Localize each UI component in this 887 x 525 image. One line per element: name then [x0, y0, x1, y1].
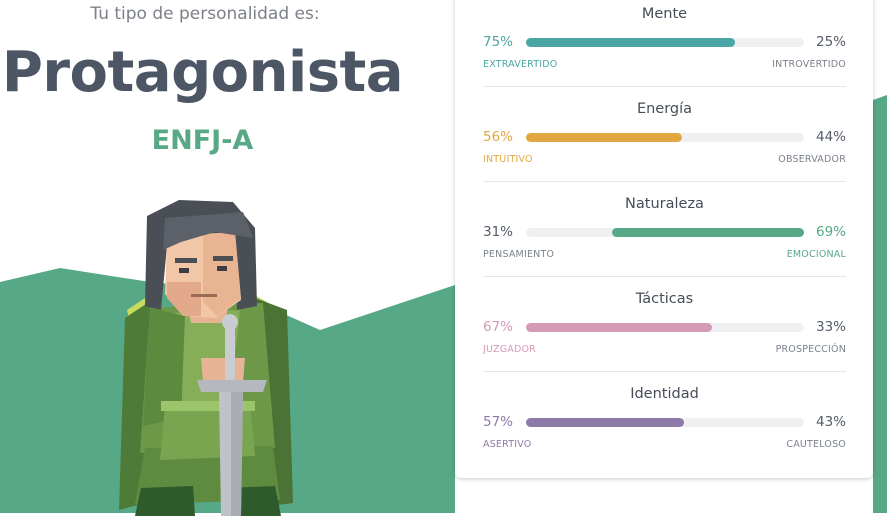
trait-right-label: PROSPECCIÓN	[775, 344, 846, 355]
trait-mente: Mente 75% 25% EXTRAVERTIDO INTROVERTIDO	[483, 0, 846, 87]
trait-title: Naturaleza	[625, 196, 704, 212]
trait-title: Energía	[636, 101, 693, 117]
trait-right-label: CAUTELOSO	[786, 439, 846, 450]
trait-right-label: INTROVERTIDO	[772, 59, 846, 70]
trait-progress-fill	[526, 38, 735, 47]
trait-left-label: JUZGADOR	[483, 344, 536, 355]
trait-progress-bar	[526, 133, 804, 142]
protagonist-avatar-illustration	[119, 200, 293, 516]
trait-progress-fill	[612, 228, 804, 237]
trait-divider	[483, 86, 846, 87]
personality-subtitle: Tu tipo de personalidad es:	[90, 4, 320, 24]
trait-left-percent: 56%	[483, 129, 514, 145]
trait-divider	[483, 371, 846, 372]
trait-left-percent: 31%	[483, 224, 514, 240]
trait-right-label: EMOCIONAL	[786, 249, 846, 260]
trait-title: Mente	[641, 6, 688, 22]
trait-left-percent: 57%	[483, 414, 514, 430]
trait-tacticas: Tácticas 67% 33% JUZGADOR PROSPECCIÓN	[483, 277, 846, 372]
trait-right-label: OBSERVADOR	[778, 154, 846, 165]
trait-right-percent: 69%	[815, 224, 846, 240]
trait-progress-bar	[526, 228, 804, 237]
trait-progress-fill	[526, 418, 685, 427]
trait-right-percent: 33%	[815, 319, 846, 335]
trait-progress-bar	[526, 38, 804, 47]
trait-right-percent: 44%	[815, 129, 846, 145]
trait-divider	[483, 181, 846, 182]
trait-identidad: Identidad 57% 43% ASERTIVO CAUTELOSO	[483, 372, 846, 467]
trait-left-label: EXTRAVERTIDO	[483, 59, 558, 70]
trait-right-percent: 25%	[815, 34, 846, 50]
trait-progress-bar	[526, 418, 804, 427]
trait-left-percent: 75%	[483, 34, 514, 50]
trait-naturaleza: Naturaleza 31% 69% PENSAMIENTO EMOCIONAL	[483, 182, 846, 277]
trait-divider	[483, 276, 846, 277]
trait-title: Identidad	[630, 386, 699, 402]
trait-left-percent: 67%	[483, 319, 514, 335]
personality-type-code: ENFJ-A	[151, 125, 254, 156]
trait-left-label: INTUITIVO	[483, 154, 533, 165]
trait-progress-bar	[526, 323, 804, 332]
trait-title: Tácticas	[635, 291, 694, 307]
trait-right-percent: 43%	[815, 414, 846, 430]
trait-energia: Energía 56% 44% INTUITIVO OBSERVADOR	[483, 87, 846, 182]
personality-type-name: Protagonista	[1, 40, 404, 105]
trait-left-label: PENSAMIENTO	[483, 249, 555, 260]
trait-left-label: ASERTIVO	[483, 439, 532, 450]
trait-progress-fill	[526, 133, 682, 142]
trait-progress-fill	[526, 323, 713, 332]
traits-card: Mente 75% 25% EXTRAVERTIDO INTROVERTIDO …	[455, 0, 873, 478]
